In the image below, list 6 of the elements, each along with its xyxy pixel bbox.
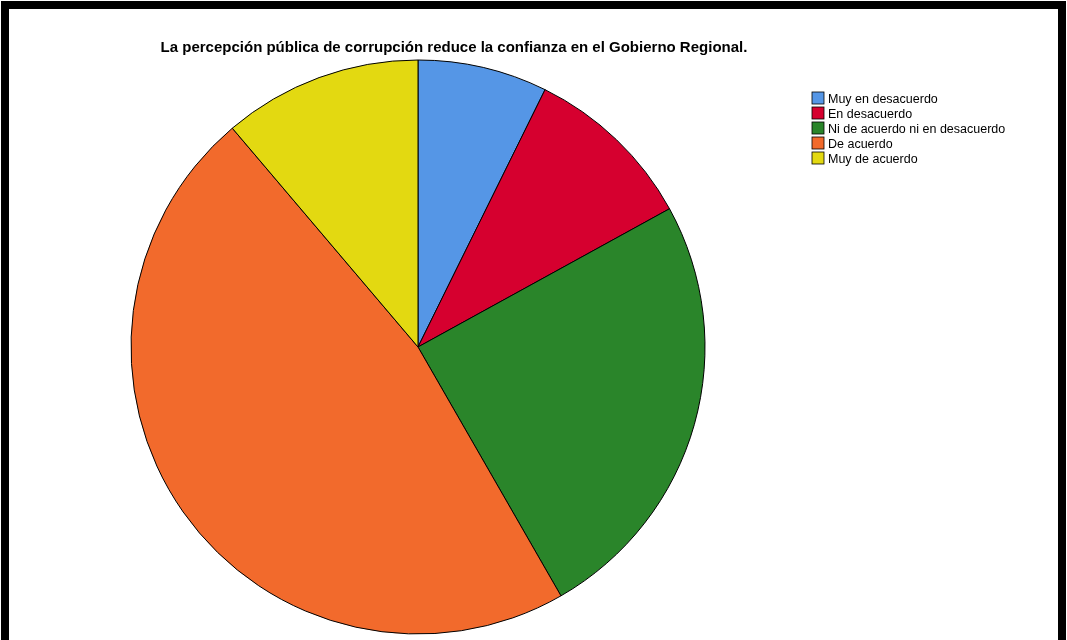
chart-title: La percepción pública de corrupción reduce la confianza en el Gobierno Regional. xyxy=(160,38,748,55)
legend-label: Ni de acuerdo ni en desacuerdo xyxy=(828,121,1006,136)
legend-label: Muy en desacuerdo xyxy=(828,91,938,106)
legend-label: Muy de acuerdo xyxy=(828,151,918,166)
legend-label: De acuerdo xyxy=(828,136,893,151)
legend-label: En desacuerdo xyxy=(828,106,913,121)
